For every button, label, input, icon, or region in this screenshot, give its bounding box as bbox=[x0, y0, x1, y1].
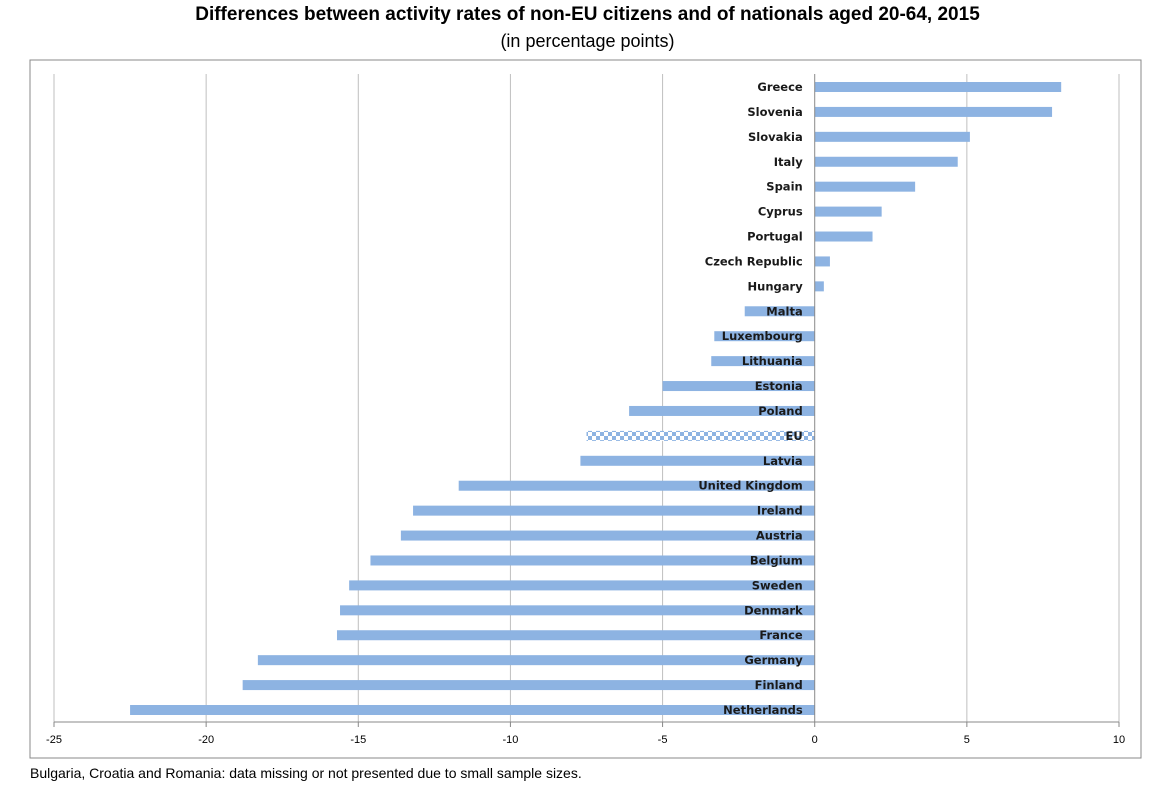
bar-estonia bbox=[662, 381, 815, 392]
x-tick-label: -25 bbox=[46, 734, 62, 746]
category-label: Czech Republic bbox=[705, 254, 803, 268]
bar-cyprus bbox=[814, 206, 882, 217]
bar-spain bbox=[814, 181, 916, 192]
category-label: Italy bbox=[774, 155, 803, 169]
bar-greece bbox=[814, 82, 1062, 92]
category-label: Germany bbox=[744, 653, 803, 667]
category-label: Portugal bbox=[747, 230, 803, 244]
x-tick-label: -20 bbox=[198, 734, 214, 746]
bar-austria bbox=[400, 530, 815, 541]
bar-malta bbox=[744, 306, 815, 317]
x-tick-label: 10 bbox=[1113, 734, 1125, 746]
category-label: Luxembourg bbox=[722, 329, 803, 343]
category-label: Ireland bbox=[757, 504, 803, 518]
bar-slovenia bbox=[814, 106, 1053, 117]
bar-poland bbox=[629, 405, 815, 416]
category-label: Belgium bbox=[750, 553, 803, 567]
category-label: France bbox=[759, 628, 803, 642]
bar-czech-republic bbox=[814, 256, 830, 267]
bar-france bbox=[336, 630, 815, 641]
bar-hungary bbox=[814, 281, 824, 292]
bar-finland bbox=[242, 680, 815, 691]
category-label: Latvia bbox=[763, 454, 803, 468]
bar-slovakia bbox=[814, 131, 970, 142]
category-label: Austria bbox=[756, 529, 803, 543]
x-tick-label: -5 bbox=[658, 734, 668, 746]
category-label: Malta bbox=[766, 304, 802, 318]
category-label: United Kingdom bbox=[698, 479, 802, 493]
category-label: Hungary bbox=[748, 279, 804, 293]
x-tick-label: 5 bbox=[964, 734, 970, 746]
category-label: Finland bbox=[755, 678, 803, 692]
bar-denmark bbox=[340, 605, 815, 616]
category-label: Spain bbox=[766, 180, 802, 194]
category-label: Greece bbox=[757, 80, 803, 94]
bar-germany bbox=[257, 655, 815, 666]
category-label: Slovenia bbox=[747, 105, 802, 119]
category-label: EU bbox=[786, 429, 803, 443]
bar-ireland bbox=[413, 505, 815, 516]
chart-subtitle: (in percentage points) bbox=[500, 31, 675, 51]
category-label: Estonia bbox=[755, 379, 803, 393]
category-label: Cyprus bbox=[758, 205, 803, 219]
category-label: Denmark bbox=[744, 603, 803, 617]
bar-portugal bbox=[814, 231, 873, 242]
bar-eu bbox=[586, 430, 815, 441]
category-label: Netherlands bbox=[723, 703, 803, 717]
category-label: Sweden bbox=[752, 578, 803, 592]
x-tick-label: 0 bbox=[812, 734, 818, 746]
bar-sweden bbox=[349, 580, 815, 591]
category-label: Slovakia bbox=[748, 130, 803, 144]
bar-united-kingdom bbox=[458, 480, 815, 491]
bar-lithuania bbox=[711, 356, 815, 367]
bar-netherlands bbox=[130, 705, 815, 715]
chart-title: Differences between activity rates of no… bbox=[195, 4, 980, 25]
category-label: Lithuania bbox=[742, 354, 803, 368]
x-tick-label: -10 bbox=[502, 734, 518, 746]
category-label: Poland bbox=[758, 404, 802, 418]
bar-luxembourg bbox=[714, 331, 815, 342]
x-tick-label: -15 bbox=[350, 734, 366, 746]
bar-italy bbox=[814, 156, 958, 167]
bar-belgium bbox=[370, 555, 815, 566]
bar-latvia bbox=[580, 455, 815, 466]
chart-frame bbox=[29, 59, 1142, 759]
footnote: Bulgaria, Croatia and Romania: data miss… bbox=[30, 765, 582, 781]
